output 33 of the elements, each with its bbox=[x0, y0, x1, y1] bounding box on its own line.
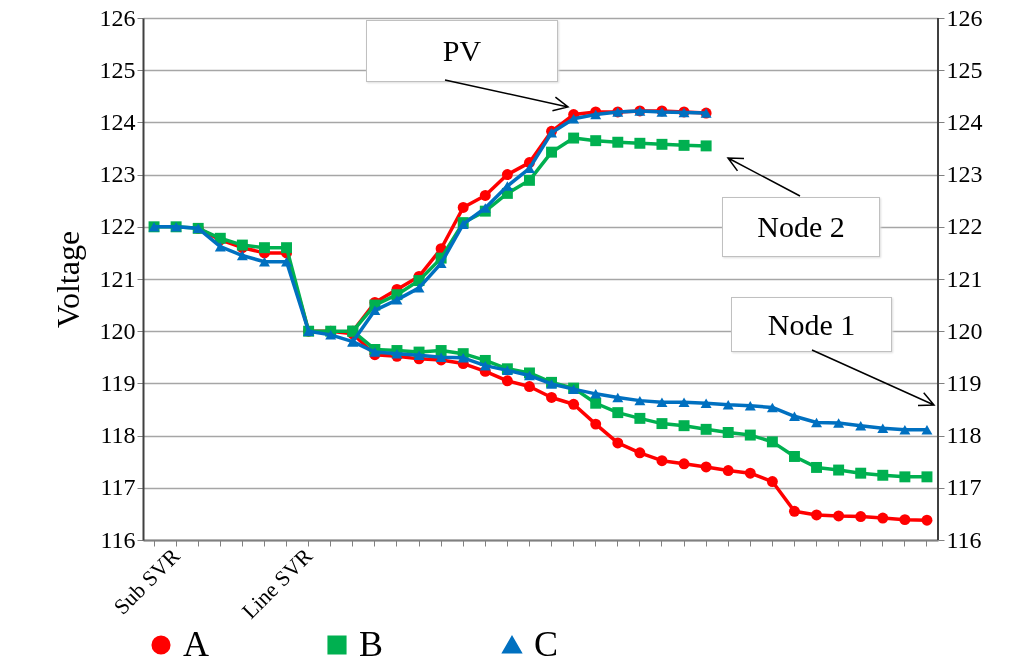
y2-tick-label: 117 bbox=[946, 474, 982, 501]
y-tick-label: 121 bbox=[99, 265, 136, 292]
x-tick-label: Line SVR bbox=[236, 543, 318, 624]
y-tick-label: 120 bbox=[99, 317, 136, 344]
y-tick-label: 124 bbox=[99, 108, 136, 135]
callout-box: PV bbox=[366, 20, 558, 82]
callout-box: Node 1 bbox=[731, 297, 892, 352]
annotation: PV bbox=[442, 34, 482, 68]
y2-tick-label: 120 bbox=[946, 317, 983, 344]
y2-tick-label: 119 bbox=[946, 369, 982, 396]
legend-label: C bbox=[534, 624, 559, 664]
y2-tick-label: 126 bbox=[946, 4, 983, 31]
y-tick-label: 117 bbox=[100, 474, 136, 501]
y2-tick-label: 122 bbox=[946, 213, 983, 240]
y2-tick-label: 116 bbox=[946, 526, 982, 553]
annotation: Node 1 bbox=[767, 307, 856, 342]
legend-label: B bbox=[359, 624, 384, 664]
y-tick-label: 118 bbox=[100, 422, 136, 449]
annotation: Node 2 bbox=[757, 210, 845, 244]
y-tick-label: 125 bbox=[99, 56, 136, 83]
callout-box: Node 2 bbox=[722, 197, 880, 257]
y-tick-label: 116 bbox=[100, 526, 136, 553]
y-tick-label: 123 bbox=[99, 161, 136, 188]
y2-tick-label: 121 bbox=[946, 265, 983, 292]
y-tick-label: 119 bbox=[100, 369, 136, 396]
y-tick-label: 122 bbox=[99, 213, 136, 240]
y-axis-title: Voltage bbox=[49, 230, 86, 329]
y2-tick-label: 125 bbox=[946, 56, 983, 83]
y-tick-label: 126 bbox=[99, 4, 136, 31]
y2-tick-label: 123 bbox=[946, 161, 983, 188]
y2-tick-label: 124 bbox=[946, 108, 983, 135]
y2-tick-label: 118 bbox=[946, 422, 982, 449]
legend-label: A bbox=[183, 624, 209, 664]
